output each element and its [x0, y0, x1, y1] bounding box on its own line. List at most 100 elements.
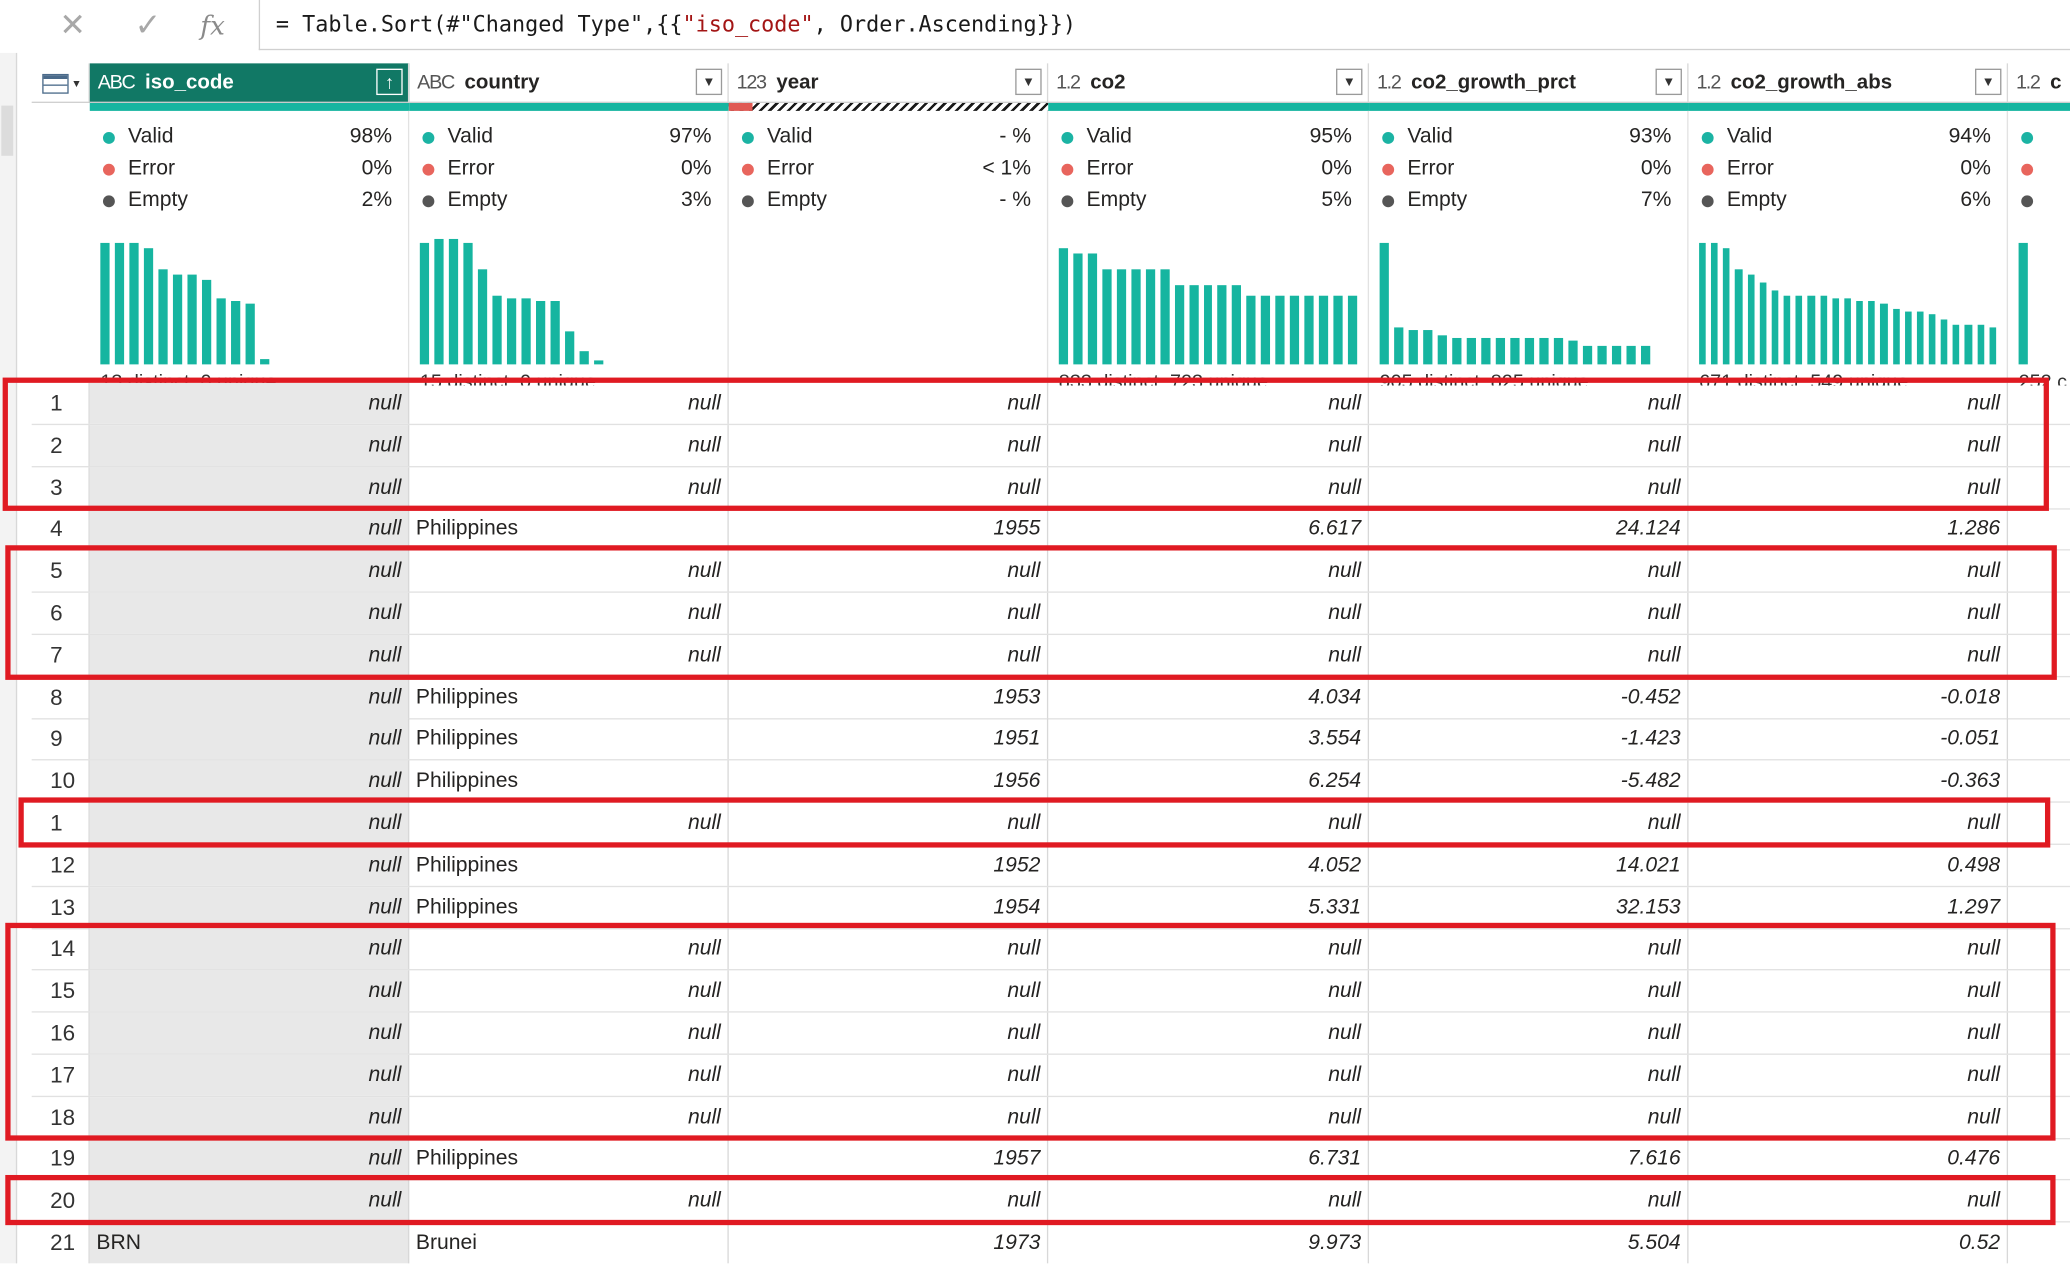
cell-co2[interactable]: null [1048, 382, 1370, 424]
filter-dropdown-button[interactable]: ▼ [1015, 68, 1042, 96]
cell-year[interactable]: null [729, 1054, 1049, 1096]
formula-input[interactable]: = Table.Sort(#"Changed Type",{{"iso_code… [258, 0, 2070, 51]
cell-year[interactable]: null [729, 382, 1049, 424]
cell-co2_growth_abs[interactable]: null [1689, 550, 2009, 592]
column-header-co2_growth_prct[interactable]: 1.2 co2_growth_prct ▼ [1369, 63, 1689, 103]
cell-next-column[interactable] [2008, 803, 2070, 844]
cell-co2_growth_prct[interactable]: -0.452 [1369, 676, 1689, 718]
table-row[interactable]: 14 null null null null null null [31, 928, 2070, 971]
cell-year[interactable]: 1973 [729, 1222, 1049, 1264]
table-row[interactable]: 6 null null null null null null [31, 592, 2070, 636]
cell-co2_growth_prct[interactable]: 5.504 [1369, 1222, 1689, 1264]
cell-next-column[interactable] [2008, 677, 2070, 718]
cell-co2_growth_abs[interactable]: null [1689, 802, 2009, 844]
cell-co2_growth_prct[interactable]: 7.616 [1369, 1138, 1689, 1180]
sort-filter-button[interactable]: ↑ [376, 68, 403, 96]
cell-iso_code[interactable]: null [89, 382, 410, 424]
cell-co2_growth_abs[interactable]: -0.051 [1689, 718, 2009, 760]
column-header-year[interactable]: 123 year ▼ [728, 63, 1049, 103]
cell-co2_growth_prct[interactable]: null [1369, 1180, 1689, 1222]
cell-next-column[interactable] [2008, 929, 2070, 970]
cell-co2[interactable]: 5.331 [1048, 886, 1370, 928]
cell-co2_growth_prct[interactable]: 14.021 [1369, 844, 1689, 886]
filter-dropdown-button[interactable]: ▼ [1975, 68, 2002, 96]
cell-co2[interactable]: null [1048, 1096, 1370, 1138]
cell-country[interactable]: null [409, 592, 729, 634]
cell-iso_code[interactable]: null [89, 844, 410, 886]
fx-icon[interactable]: fx [200, 9, 225, 41]
cell-year[interactable]: null [729, 1012, 1049, 1054]
table-row[interactable]: 13 null Philippines 1954 5.331 32.153 1.297 [31, 886, 2070, 929]
cell-year[interactable]: 1952 [729, 844, 1049, 886]
cell-next-column[interactable] [2008, 509, 2070, 550]
cell-country[interactable]: Philippines [409, 508, 729, 550]
column-header-country[interactable]: ABC country ▼ [409, 63, 729, 103]
cell-next-column[interactable] [2008, 425, 2070, 466]
cell-country[interactable]: null [409, 1180, 729, 1222]
cell-year[interactable]: 1953 [729, 676, 1049, 718]
cell-co2_growth_prct[interactable]: null [1369, 424, 1689, 466]
table-row[interactable]: 12 null Philippines 1952 4.052 14.021 0.498 [31, 844, 2070, 887]
cell-co2[interactable]: null [1048, 424, 1370, 466]
table-menu-button[interactable]: ▼ [31, 63, 90, 103]
table-row[interactable]: 4 null Philippines 1955 6.617 24.124 1.286 [31, 508, 2070, 552]
cell-next-column[interactable] [2008, 761, 2070, 802]
cell-iso_code[interactable]: null [89, 1138, 410, 1180]
cell-co2[interactable]: 9.973 [1048, 1222, 1370, 1264]
cell-country[interactable]: null [409, 928, 729, 970]
cell-iso_code[interactable]: null [89, 928, 410, 970]
table-row[interactable]: 20 null null null null null null [31, 1180, 2070, 1223]
cell-co2_growth_prct[interactable]: null [1369, 1054, 1689, 1096]
cell-co2_growth_abs[interactable]: 1.297 [1689, 886, 2009, 928]
cell-co2_growth_prct[interactable]: null [1369, 802, 1689, 844]
cell-country[interactable]: Philippines [409, 676, 729, 718]
cell-co2_growth_abs[interactable]: 0.52 [1689, 1222, 2009, 1264]
cell-co2_growth_abs[interactable]: null [1689, 382, 2009, 424]
cell-country[interactable]: null [409, 802, 729, 844]
cell-co2_growth_abs[interactable]: null [1689, 928, 2009, 970]
cell-co2_growth_prct[interactable]: null [1369, 592, 1689, 634]
cell-country[interactable]: null [409, 1012, 729, 1054]
filter-dropdown-button[interactable]: ▼ [1336, 68, 1363, 96]
cell-co2[interactable]: 6.254 [1048, 760, 1370, 802]
cell-next-column[interactable] [2008, 635, 2070, 676]
cell-country[interactable]: null [409, 1096, 729, 1138]
cell-co2_growth_prct[interactable]: null [1369, 634, 1689, 676]
cell-next-column[interactable] [2008, 845, 2070, 886]
cell-co2_growth_abs[interactable]: null [1689, 466, 2009, 508]
cell-co2_growth_abs[interactable]: 1.286 [1689, 508, 2009, 550]
cell-next-column[interactable] [2008, 467, 2070, 508]
cell-country[interactable]: Philippines [409, 844, 729, 886]
cell-country[interactable]: Philippines [409, 718, 729, 760]
cell-next-column[interactable] [2008, 887, 2070, 928]
table-row[interactable]: 17 null null null null null null [31, 1054, 2070, 1097]
cell-co2_growth_prct[interactable]: null [1369, 1012, 1689, 1054]
cell-iso_code[interactable]: null [89, 718, 410, 760]
cell-co2_growth_prct[interactable]: null [1369, 466, 1689, 508]
cell-co2_growth_prct[interactable]: -1.423 [1369, 718, 1689, 760]
cell-co2_growth_prct[interactable]: 24.124 [1369, 508, 1689, 550]
cell-year[interactable]: 1956 [729, 760, 1049, 802]
table-row[interactable]: 8 null Philippines 1953 4.034 -0.452 -0.018 [31, 676, 2070, 719]
cell-year[interactable]: 1957 [729, 1138, 1049, 1180]
cell-co2[interactable]: null [1048, 970, 1370, 1012]
cell-iso_code[interactable]: null [89, 802, 410, 844]
cell-country[interactable]: null [409, 1054, 729, 1096]
cell-co2[interactable]: null [1048, 1054, 1370, 1096]
cell-year[interactable]: null [729, 424, 1049, 466]
cell-co2_growth_prct[interactable]: null [1369, 970, 1689, 1012]
cell-year[interactable]: null [729, 1180, 1049, 1222]
cell-iso_code[interactable]: null [89, 886, 410, 928]
cell-next-column[interactable] [2008, 1097, 2070, 1138]
cell-year[interactable]: 1955 [729, 508, 1049, 550]
cell-co2_growth_abs[interactable]: null [1689, 1096, 2009, 1138]
filter-dropdown-button[interactable]: ▼ [1655, 68, 1682, 96]
cell-next-column[interactable] [2008, 1223, 2070, 1264]
filter-dropdown-button[interactable]: ▼ [695, 68, 723, 96]
cell-co2[interactable]: null [1048, 634, 1370, 676]
cell-iso_code[interactable]: null [89, 760, 410, 802]
cell-iso_code[interactable]: null [89, 550, 410, 592]
cell-co2[interactable]: null [1048, 1012, 1370, 1054]
cell-country[interactable]: null [409, 424, 729, 466]
table-row[interactable]: 15 null null null null null null [31, 970, 2070, 1013]
